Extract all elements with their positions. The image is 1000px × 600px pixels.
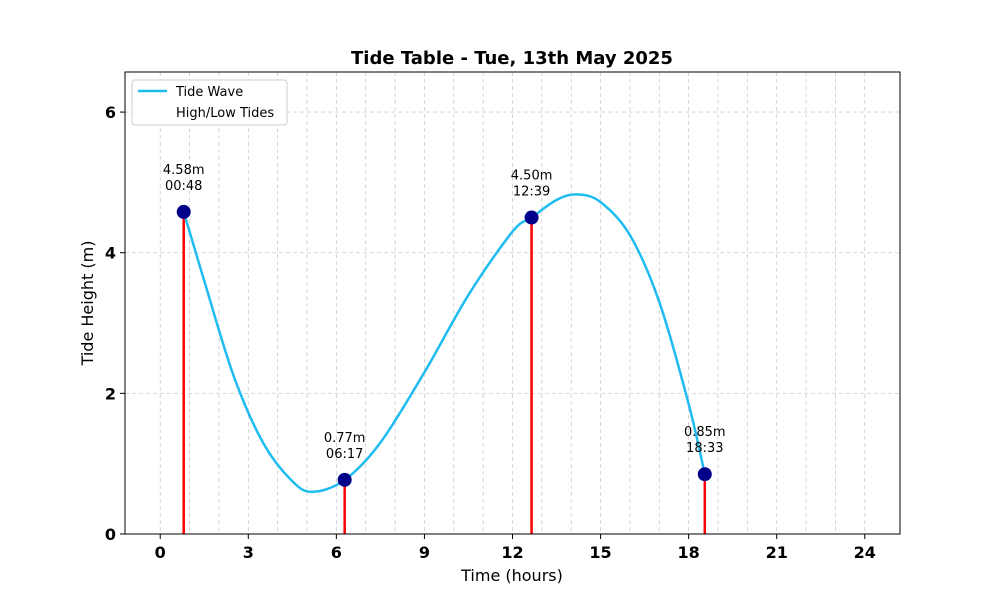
x-tick-label: 21 xyxy=(766,543,788,562)
tide-height-label: 4.58m xyxy=(163,163,205,178)
x-tick-label: 3 xyxy=(243,543,254,562)
tide-height-label: 4.50m xyxy=(511,169,553,184)
legend-entry-tide-wave: Tide Wave xyxy=(175,85,243,100)
legend: Tide Wave High/Low Tides xyxy=(131,79,288,126)
chart-title: Tide Table - Tue, 13th May 2025 xyxy=(351,48,673,69)
x-tick-label: 6 xyxy=(331,543,342,562)
x-tick-label: 9 xyxy=(419,543,430,562)
y-tick-label: 2 xyxy=(105,384,116,403)
tide-point xyxy=(337,472,352,487)
tide-height-label: 0.77m xyxy=(324,431,366,446)
tide-stems xyxy=(182,211,707,534)
x-tick-label: 24 xyxy=(854,543,876,562)
tide-markers xyxy=(176,204,712,487)
tide-point xyxy=(176,204,191,219)
y-axis-label: Tide Height (m) xyxy=(78,241,97,367)
x-tick-label: 0 xyxy=(155,543,166,562)
tide-point xyxy=(524,210,539,225)
y-tick-label: 0 xyxy=(105,525,116,544)
tide-height-label: 0.85m xyxy=(684,425,726,440)
legend-entry-high-low-tides: High/Low Tides xyxy=(176,106,274,121)
tide-time-label: 18:33 xyxy=(686,441,723,456)
x-ticks: 0 3 6 9 12 15 18 21 24 xyxy=(155,534,876,562)
x-tick-label: 18 xyxy=(678,543,700,562)
tide-time-label: 00:48 xyxy=(165,179,202,194)
tide-time-label: 12:39 xyxy=(513,185,550,200)
grid xyxy=(125,72,900,535)
y-ticks: 0 2 4 6 xyxy=(105,103,125,544)
tide-wave-line xyxy=(182,193,707,494)
x-tick-label: 15 xyxy=(589,543,611,562)
tide-point xyxy=(697,467,712,482)
x-tick-label: 12 xyxy=(501,543,523,562)
legend-box xyxy=(131,79,288,126)
tide-time-label: 06:17 xyxy=(326,447,363,462)
y-tick-label: 6 xyxy=(105,103,116,122)
x-axis-label: Time (hours) xyxy=(460,566,563,585)
y-tick-label: 4 xyxy=(105,244,116,263)
